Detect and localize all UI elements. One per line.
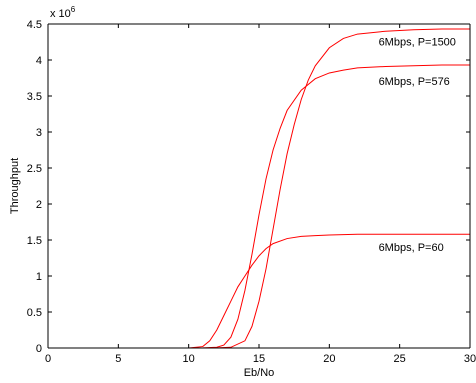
x-ticks-group: 0 5 10 15 20 25 30	[45, 24, 476, 365]
y-axis-label: Throughput	[9, 158, 21, 214]
y-tick-label: 1	[36, 271, 42, 283]
series-annotation-2: 6Mbps, P=576	[379, 76, 450, 88]
x-tick-label: 30	[464, 353, 476, 365]
y-tick-label: 2.5	[27, 163, 42, 175]
y-multiplier: x 106	[50, 5, 76, 20]
series-line-2	[132, 64, 470, 349]
series-annotation-1: 6Mbps, P=1500	[379, 37, 456, 49]
plot-area	[48, 24, 470, 348]
y-tick-label: 0	[36, 343, 42, 355]
x-tick-label: 15	[253, 353, 265, 365]
y-tick-label: 1.5	[27, 235, 42, 247]
x-axis-label: Eb/No	[244, 367, 275, 379]
series-annotation-3: 6Mbps, P=60	[379, 242, 444, 254]
y-multiplier-base: x 10	[50, 8, 71, 20]
y-tick-label: 3	[36, 127, 42, 139]
y-multiplier-exponent: 6	[71, 5, 76, 14]
y-tick-label: 4	[36, 55, 42, 67]
x-tick-label: 5	[115, 353, 121, 365]
series-line-1	[132, 28, 470, 349]
x-tick-label: 25	[394, 353, 406, 365]
y-tick-label: 2	[36, 199, 42, 211]
x-tick-label: 10	[183, 353, 195, 365]
y-tick-label: 3.5	[27, 91, 42, 103]
y-ticks-group: 0 0.5 1 1.5 2 2.5 3 3.5 4 4.5	[27, 19, 470, 355]
x-tick-label: 0	[45, 353, 51, 365]
y-tick-label: 0.5	[27, 307, 42, 319]
series-line-3	[132, 233, 470, 349]
x-tick-label: 20	[323, 353, 335, 365]
annotations-group: 6Mbps, P=1500 6Mbps, P=576 6Mbps, P=60	[379, 37, 456, 254]
curves-group	[132, 28, 470, 349]
y-tick-label: 4.5	[27, 19, 42, 31]
